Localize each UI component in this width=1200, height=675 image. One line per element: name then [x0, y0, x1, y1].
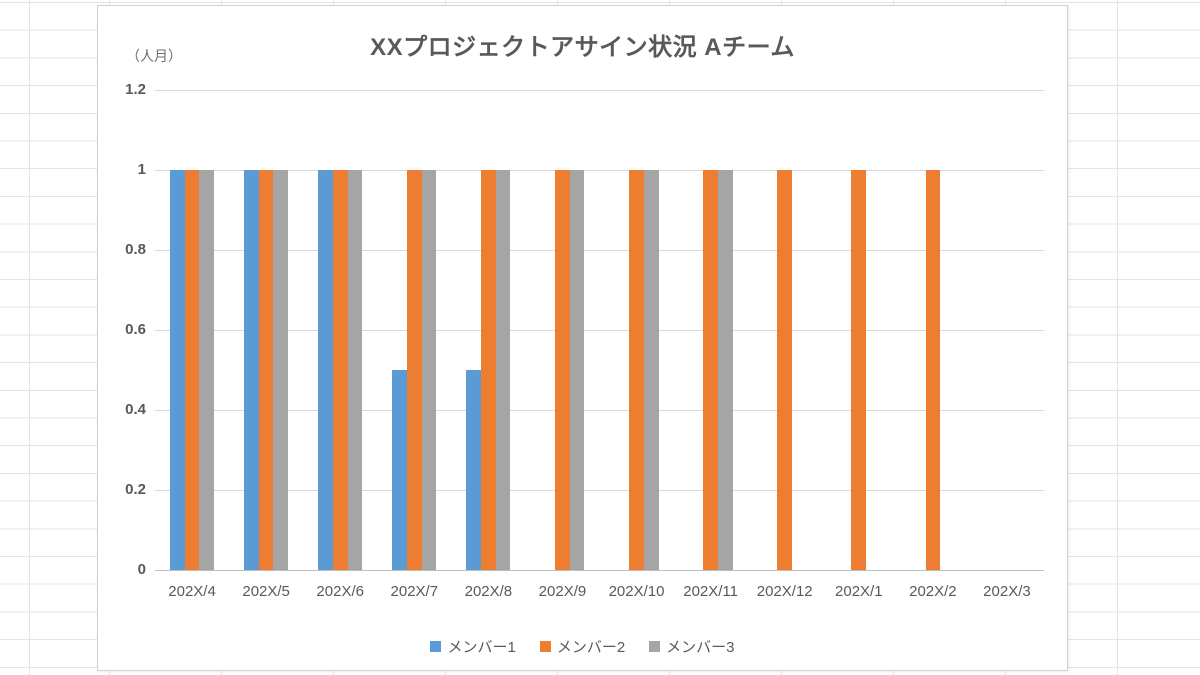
legend-item[interactable]: メンバー3 — [649, 636, 735, 657]
x-axis-category-label: 202X/8 — [464, 583, 513, 600]
y-axis-tick-label: 0 — [137, 561, 146, 578]
bar[interactable] — [347, 170, 363, 570]
bar[interactable] — [569, 170, 585, 570]
bar[interactable] — [184, 170, 200, 570]
x-axis-category-label: 202X/1 — [835, 583, 883, 600]
x-axis-category-label: 202X/4 — [168, 583, 216, 600]
bar[interactable] — [169, 170, 185, 570]
x-axis-category-label: 202X/9 — [538, 583, 587, 600]
bar[interactable] — [777, 170, 793, 570]
bar[interactable] — [629, 170, 644, 570]
bar[interactable] — [392, 370, 407, 570]
bar[interactable] — [332, 170, 348, 570]
legend-item[interactable]: メンバー2 — [539, 636, 626, 657]
chart-title[interactable]: XXプロジェクトアサイン状況 Aチーム — [370, 34, 795, 61]
legend-label: メンバー2 — [556, 638, 626, 656]
bar[interactable] — [244, 170, 259, 570]
gridline — [155, 250, 1044, 251]
gridline — [155, 330, 1044, 331]
y-axis-tick-label: 1 — [137, 161, 146, 178]
bar[interactable] — [703, 170, 718, 570]
y-axis-tick-label: 0.4 — [125, 401, 146, 418]
bar[interactable] — [318, 170, 333, 570]
x-axis-line — [155, 570, 1044, 571]
bar[interactable] — [495, 170, 511, 570]
bar[interactable] — [481, 170, 496, 570]
legend-swatch-icon — [539, 640, 551, 652]
bar[interactable] — [555, 170, 570, 570]
x-axis-category-label: 202X/6 — [316, 583, 364, 600]
bar[interactable] — [273, 170, 289, 570]
chart-legend[interactable]: メンバー1 メンバー2 メンバー3 — [98, 636, 1067, 656]
legend-swatch-icon — [649, 640, 661, 652]
x-axis-category-label: 202X/12 — [756, 583, 813, 600]
gridline — [155, 490, 1044, 491]
plot-area: 0 0.2 0.4 0.6 0.8 1 1.2 202X/4 202X/5 202X/6 202X/… — [125, 81, 1044, 600]
x-axis-category-label: 202X/11 — [683, 583, 739, 600]
legend-label: メンバー3 — [666, 638, 735, 656]
legend-swatch-icon — [430, 640, 442, 652]
x-axis-category-label: 202X/5 — [242, 583, 290, 600]
chart-container[interactable]: （人月） XXプロジェクトアサイン状況 Aチーム 0 0.2 0.4 0.6 0.8 1 1… — [97, 5, 1068, 671]
gridline — [155, 170, 1044, 171]
bar[interactable] — [199, 170, 215, 570]
bar[interactable] — [925, 170, 941, 570]
y-axis-tick-label: 0.6 — [125, 321, 146, 338]
y-axis-unit-label: （人月） — [126, 48, 182, 64]
x-axis-category-label: 202X/10 — [608, 583, 665, 600]
bar[interactable] — [406, 170, 422, 570]
y-axis-tick-label: 0.2 — [125, 481, 146, 498]
y-axis-tick-label: 0.8 — [125, 241, 146, 258]
y-axis-tick-label: 1.2 — [125, 81, 146, 98]
bar[interactable] — [421, 170, 437, 570]
x-axis-category-label: 202X/2 — [909, 583, 957, 600]
bar[interactable] — [466, 370, 481, 570]
bar[interactable] — [643, 170, 659, 570]
gridline — [155, 90, 1044, 91]
legend-label: メンバー1 — [447, 638, 516, 656]
bar[interactable] — [717, 170, 733, 570]
x-axis-category-label: 202X/3 — [983, 583, 1031, 600]
bar[interactable] — [851, 170, 867, 570]
legend-item[interactable]: メンバー1 — [430, 636, 516, 657]
x-axis-category-label: 202X/7 — [390, 583, 439, 600]
gridline — [155, 410, 1044, 411]
bar[interactable] — [258, 170, 274, 570]
